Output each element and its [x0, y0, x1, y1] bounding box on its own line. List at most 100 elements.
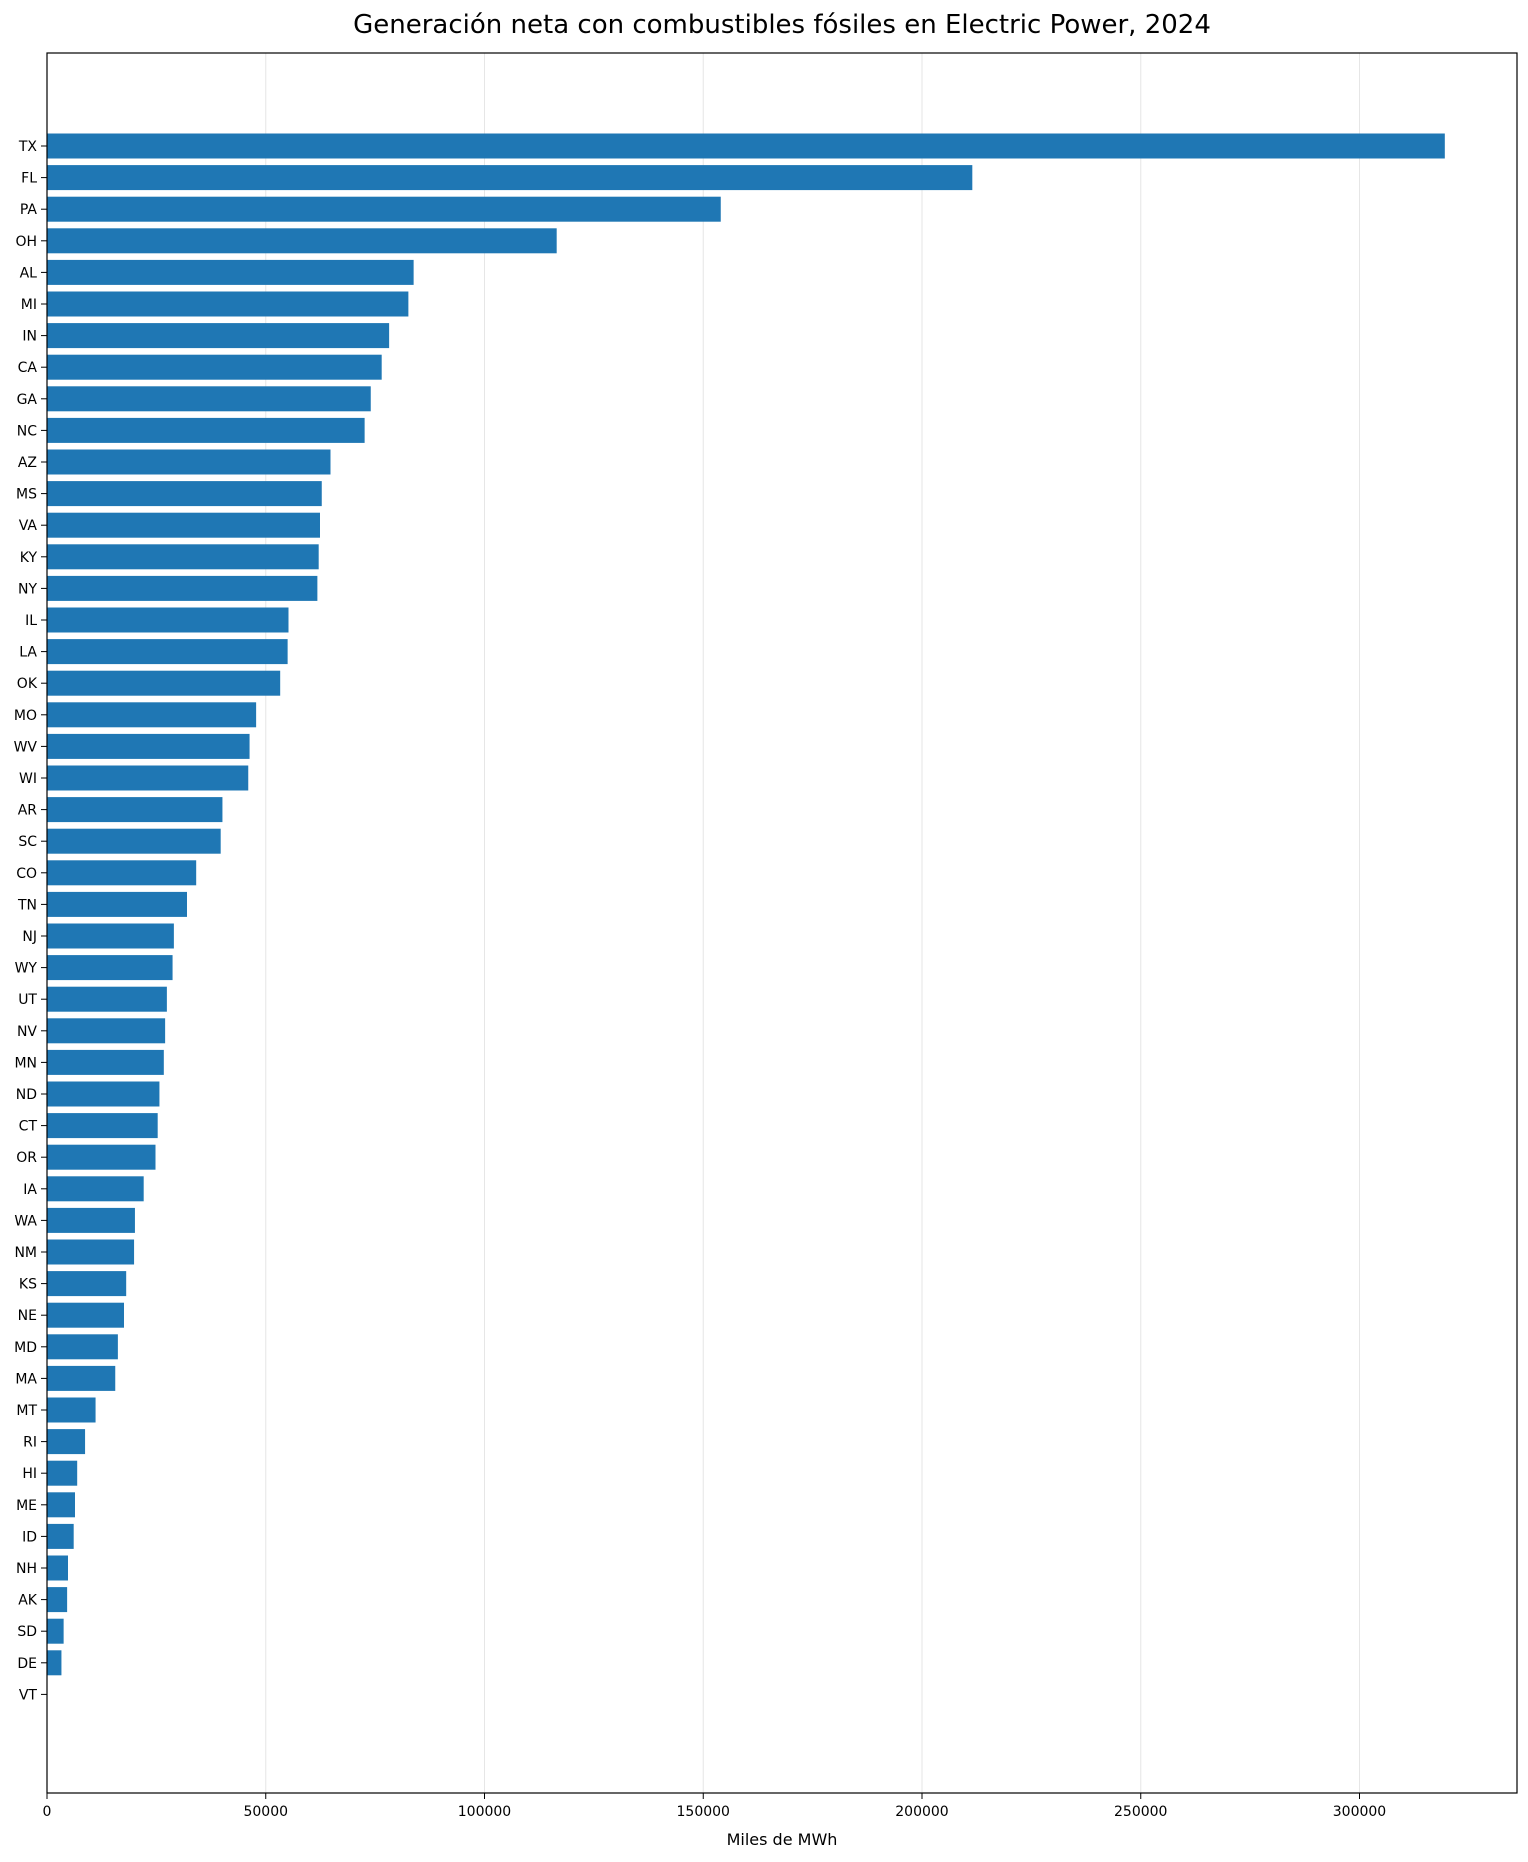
- bar-ny: [47, 576, 317, 601]
- y-tick-label: NE: [18, 1308, 37, 1324]
- y-tick-label: FL: [21, 171, 37, 187]
- bar-in: [47, 323, 389, 348]
- bar-nm: [47, 1240, 134, 1265]
- y-tick-label: SD: [17, 1624, 37, 1640]
- bar-mn: [47, 1050, 164, 1075]
- bar-wa: [47, 1208, 135, 1233]
- bar-wy: [47, 955, 173, 980]
- y-tick-label: MT: [16, 1403, 37, 1419]
- y-tick-label: NJ: [22, 929, 37, 945]
- y-tick-label: KS: [19, 1277, 37, 1293]
- bar-ri: [47, 1429, 85, 1454]
- chart-title: Generación neta con combustibles fósiles…: [353, 10, 1211, 40]
- bar-mi: [47, 292, 408, 317]
- y-tick-label: IL: [25, 613, 37, 629]
- y-tick-label: HI: [22, 1466, 37, 1482]
- y-tick-label: TX: [18, 139, 38, 155]
- bar-id: [47, 1524, 74, 1549]
- y-tick-label: CT: [19, 1119, 38, 1135]
- bar-nd: [47, 1082, 159, 1107]
- y-tick-label: WA: [14, 1213, 37, 1229]
- bar-md: [47, 1334, 118, 1359]
- bar-ga: [47, 386, 371, 411]
- y-tick-label: MD: [14, 1340, 37, 1356]
- y-tick-label: AZ: [18, 455, 37, 471]
- bar-nv: [47, 1018, 165, 1043]
- y-tick-label: GA: [17, 392, 38, 408]
- bar-oh: [47, 228, 557, 253]
- bar-wv: [47, 734, 250, 759]
- bar-ky: [47, 544, 319, 569]
- y-tick-label: WI: [19, 771, 37, 787]
- x-tick-label: 200000: [895, 1804, 948, 1820]
- y-tick-label: IN: [22, 329, 37, 345]
- x-tick-label: 50000: [243, 1804, 288, 1820]
- bar-ok: [47, 671, 280, 696]
- bar-az: [47, 450, 331, 475]
- y-tick-label: NV: [17, 1024, 37, 1040]
- bar-wi: [47, 766, 248, 791]
- y-tick-label: AR: [18, 803, 38, 819]
- bar-hi: [47, 1461, 77, 1486]
- bar-fl: [47, 165, 972, 190]
- bar-la: [47, 639, 288, 664]
- y-tick-label: CO: [16, 866, 37, 882]
- y-tick-label: WV: [14, 739, 38, 755]
- bar-ak: [47, 1587, 67, 1612]
- x-tick-label: 0: [43, 1804, 52, 1820]
- x-tick-label: 300000: [1333, 1804, 1386, 1820]
- y-tick-label: MI: [21, 297, 37, 313]
- bar-sd: [47, 1619, 64, 1644]
- y-tick-label: MS: [16, 487, 37, 503]
- bar-mo: [47, 702, 256, 727]
- x-tick-label: 250000: [1114, 1804, 1167, 1820]
- bar-nc: [47, 418, 365, 443]
- bar-ia: [47, 1176, 144, 1201]
- bar-pa: [47, 197, 721, 222]
- y-tick-label: OK: [17, 676, 38, 692]
- y-tick-label: LA: [19, 645, 37, 661]
- y-tick-label: RI: [23, 1435, 37, 1451]
- y-tick-label: OH: [15, 234, 37, 250]
- y-tick-label: NY: [18, 581, 37, 597]
- y-tick-label: WY: [15, 961, 38, 977]
- bar-de: [47, 1650, 61, 1675]
- y-tick-label: SC: [18, 834, 37, 850]
- y-tick-label: UT: [18, 992, 37, 1008]
- bar-ut: [47, 987, 167, 1012]
- y-tick-label: ND: [16, 1087, 37, 1103]
- bar-mt: [47, 1398, 96, 1423]
- y-tick-label: MA: [15, 1371, 37, 1387]
- y-tick-label: ID: [22, 1529, 37, 1545]
- bar-ks: [47, 1271, 126, 1296]
- bar-tx: [47, 134, 1445, 159]
- bar-va: [47, 513, 320, 538]
- bar-ar: [47, 797, 222, 822]
- bar-tn: [47, 892, 187, 917]
- y-tick-label: PA: [20, 202, 38, 218]
- bar-or: [47, 1145, 156, 1170]
- y-tick-label: OR: [16, 1150, 37, 1166]
- y-tick-label: NC: [17, 423, 37, 439]
- y-tick-label: DE: [17, 1656, 37, 1672]
- x-axis-label: Miles de MWh: [727, 1830, 838, 1849]
- y-tick-label: VT: [19, 1687, 38, 1703]
- bar-ne: [47, 1303, 124, 1328]
- bar-il: [47, 608, 289, 633]
- y-tick-label: KY: [20, 550, 38, 566]
- y-tick-label: CA: [18, 360, 38, 376]
- x-tick-label: 150000: [677, 1804, 730, 1820]
- y-tick-label: NH: [16, 1561, 37, 1577]
- bar-al: [47, 260, 414, 285]
- y-tick-label: VA: [19, 518, 38, 534]
- bar-nj: [47, 924, 174, 949]
- bar-sc: [47, 829, 221, 854]
- y-tick-label: NM: [14, 1245, 37, 1261]
- y-tick-label: AK: [18, 1593, 38, 1609]
- y-tick-label: ME: [16, 1498, 37, 1514]
- bar-ms: [47, 481, 322, 506]
- bar-me: [47, 1492, 75, 1517]
- y-tick-label: MN: [14, 1055, 37, 1071]
